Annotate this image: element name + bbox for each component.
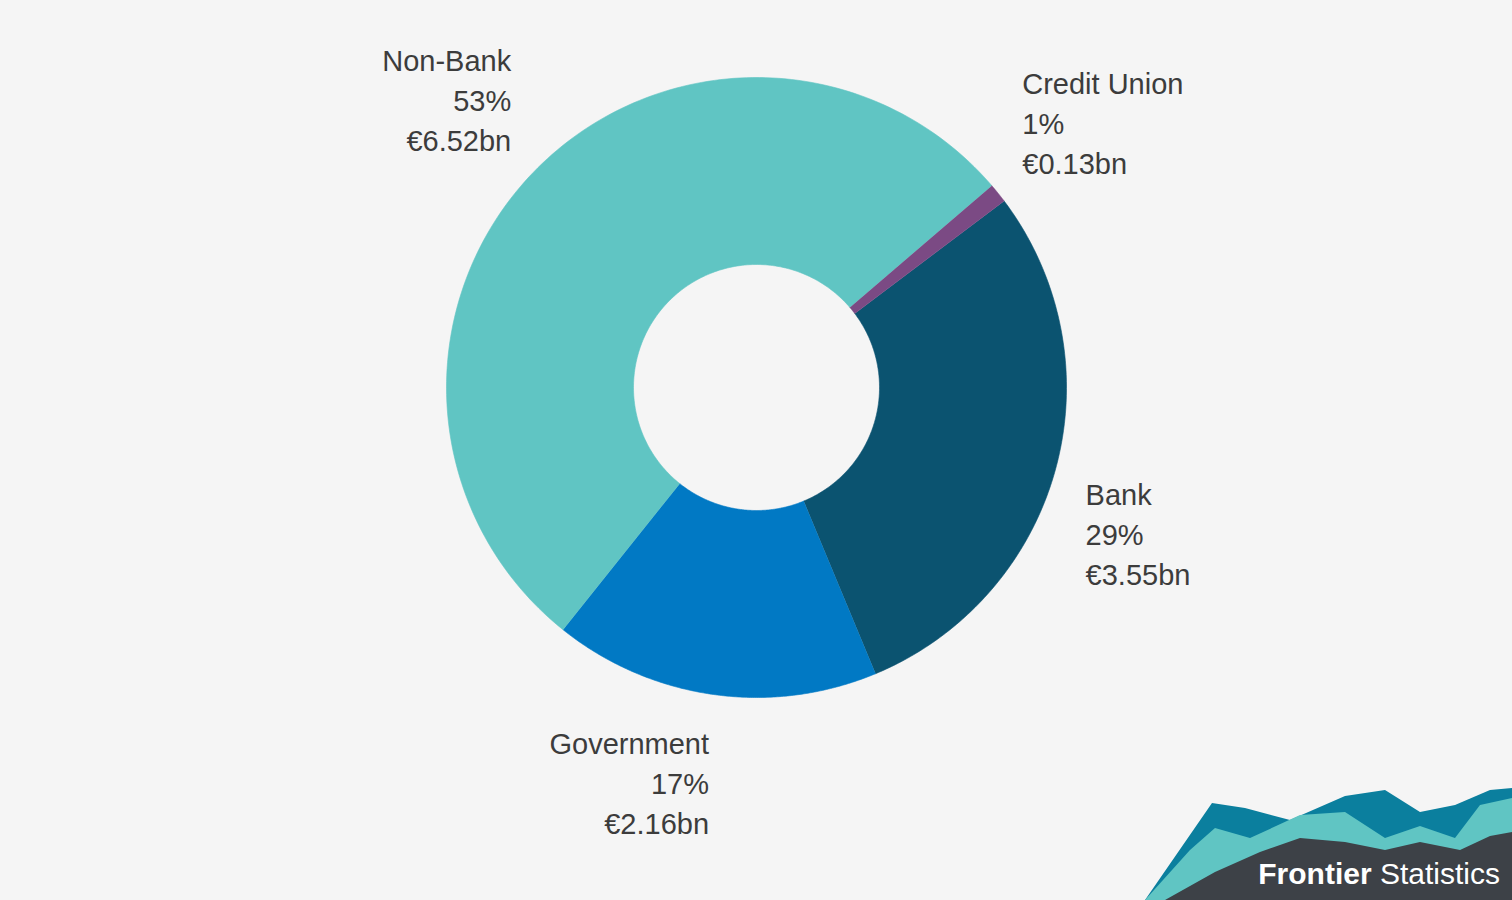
svg-text:Credit Union1%€0.13bn: Credit Union1%€0.13bn (1022, 68, 1183, 180)
svg-text:Frontier Statistics: Frontier Statistics (1258, 857, 1500, 890)
svg-text:Bank29%€3.55bn: Bank29%€3.55bn (1086, 479, 1191, 591)
svg-text:Government17%€2.16bn: Government17%€2.16bn (549, 728, 709, 840)
svg-text:Non-Bank53%€6.52bn: Non-Bank53%€6.52bn (382, 45, 511, 157)
